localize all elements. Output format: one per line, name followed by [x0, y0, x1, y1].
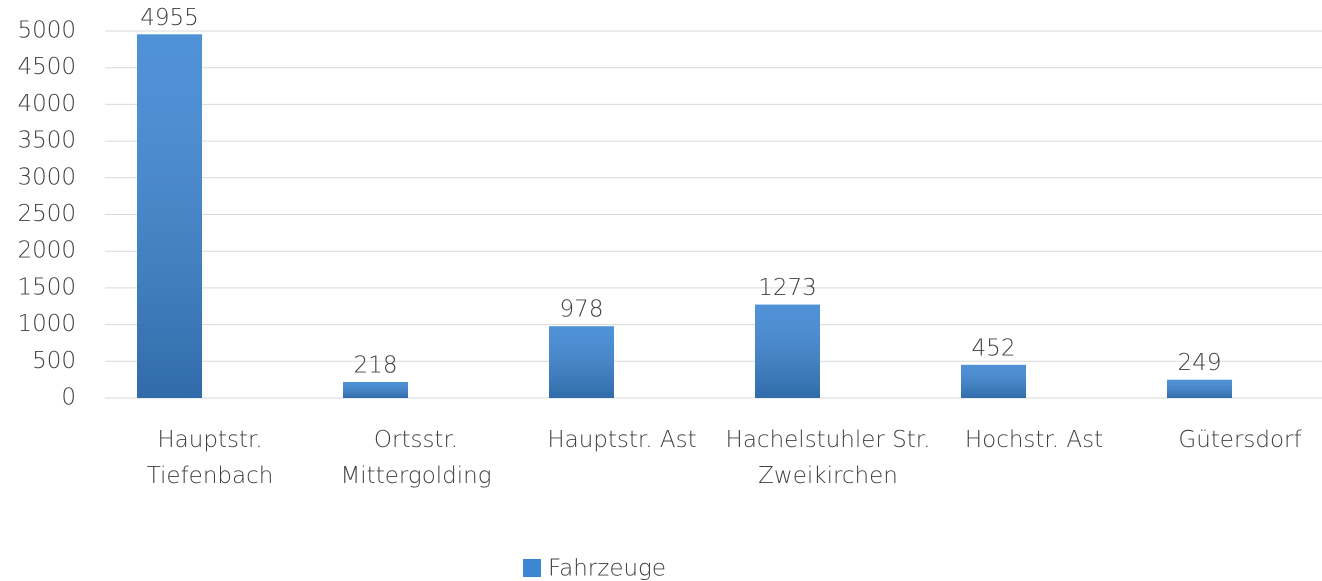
x-tick-label: Hochstr. Ast	[964, 427, 1104, 453]
y-tick-label: 4000	[17, 91, 76, 117]
y-tick-label: 3500	[17, 128, 76, 154]
data-label: 4955	[140, 5, 199, 31]
x-tick-label: Gütersdorf	[1178, 427, 1302, 453]
data-label: 249	[1178, 350, 1222, 376]
data-label: 1273	[758, 275, 817, 301]
bar-shade	[549, 326, 614, 398]
x-tick-label: Hachelstuhler Str. Zweikirchen	[725, 427, 931, 489]
data-label: 978	[560, 297, 604, 323]
y-tick-label: 2000	[17, 238, 76, 264]
x-tick-label: Ortsstr. Mittergolding	[340, 427, 492, 489]
data-label: 452	[972, 335, 1016, 361]
y-tick-label: 3000	[17, 164, 76, 190]
y-tick-label: 0	[61, 385, 76, 411]
y-tick-label: 1500	[17, 274, 76, 300]
data-label: 218	[354, 352, 398, 378]
legend-swatch	[523, 559, 541, 577]
y-tick-label: 5000	[17, 18, 76, 44]
bar-shade	[1167, 379, 1232, 398]
bar-shade	[961, 364, 1026, 398]
bar-shade	[755, 304, 820, 398]
x-tick-label: Hauptstr. Ast	[547, 427, 697, 453]
y-tick-label: 500	[32, 348, 76, 374]
y-tick-label: 4500	[17, 54, 76, 80]
bar-shade	[137, 34, 202, 398]
bar-shade	[343, 381, 408, 398]
y-tick-label: 1000	[17, 311, 76, 337]
x-tick-label: Hauptstr. Tiefenbach	[146, 427, 274, 489]
y-tick-label: 2500	[17, 201, 76, 227]
legend-label: Fahrzeuge	[548, 556, 666, 581]
